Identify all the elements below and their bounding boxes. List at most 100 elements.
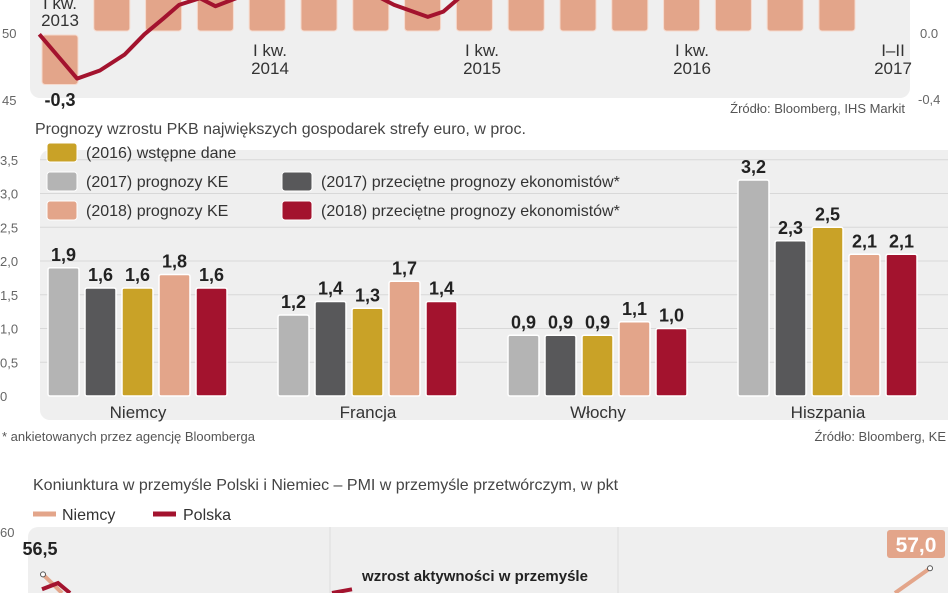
bar-value-label: 1,4 xyxy=(429,279,454,299)
left-tick-50: 50 xyxy=(2,26,16,41)
legend-swatch xyxy=(46,200,78,221)
category-label: Francja xyxy=(340,403,397,422)
bar-red xyxy=(195,287,228,397)
bar-value-label: 1,6 xyxy=(125,265,150,285)
top-bar xyxy=(611,0,649,32)
bar-value-label: 1,6 xyxy=(199,265,224,285)
top-bar xyxy=(507,0,545,32)
top-bar xyxy=(93,0,131,32)
right-tick-0: 0.0 xyxy=(920,26,938,41)
data-point xyxy=(927,565,933,572)
bar-red xyxy=(425,300,458,397)
bar-value-label: 1,8 xyxy=(162,252,187,272)
bar-value-label: 1,9 xyxy=(51,245,76,265)
bar-dark xyxy=(314,300,347,397)
y-tick-label: 2,0 xyxy=(0,254,18,269)
polska-line xyxy=(331,587,353,593)
legend-swatch xyxy=(46,171,78,192)
legend-label: (2018) przeciętne prognozy ekonomistów* xyxy=(321,203,620,220)
y-tick-label: 0 xyxy=(0,389,7,404)
bar-gray xyxy=(737,179,770,397)
legend-label: (2016) wstępne dane xyxy=(86,145,236,162)
pmi-annotation: wzrost aktywności w przemyśle xyxy=(361,568,588,585)
legend-swatch xyxy=(46,142,78,163)
bar-value-label: 1,7 xyxy=(392,258,417,278)
bar-gray xyxy=(507,334,540,397)
x-tick-label: 2017 xyxy=(874,59,912,78)
bar-salmon xyxy=(158,273,191,397)
bar-gray xyxy=(277,314,310,397)
x-tick-label: 2013 xyxy=(41,11,79,30)
gdp-title: Prognozy wzrostu PKB największych gospod… xyxy=(35,121,526,138)
x-tick-label: 2015 xyxy=(463,59,501,78)
y-tick-label: 1,0 xyxy=(0,322,18,337)
bar-value-label: 1,4 xyxy=(318,279,343,299)
bar-value-label: 0,9 xyxy=(511,312,536,332)
x-tick-label: I kw. xyxy=(465,41,499,60)
bar-salmon xyxy=(848,253,881,397)
legend-label: (2017) prognozy KE xyxy=(86,174,228,191)
top-bar xyxy=(766,0,804,32)
bar-gold xyxy=(351,307,384,397)
bar-value-label: 1,3 xyxy=(355,285,380,305)
legend-swatch xyxy=(281,200,313,221)
bar-value-label: 1,0 xyxy=(659,306,684,326)
y-tick-label: 0,5 xyxy=(0,355,18,370)
niemcy-line xyxy=(893,566,932,593)
bar-value-label: 1,6 xyxy=(88,265,113,285)
pmi-title: Koniunktura w przemyśle Polski i Niemiec… xyxy=(33,477,619,494)
top-bar xyxy=(352,0,390,32)
top-bar xyxy=(559,0,597,32)
legend-label: (2017) przeciętne prognozy ekonomistów* xyxy=(321,174,620,191)
gdp-chart: Prognozy wzrostu PKB największych gospod… xyxy=(0,121,948,444)
bar-salmon xyxy=(618,321,651,397)
legend-swatch xyxy=(281,171,313,192)
bar-value-label: 0,9 xyxy=(548,312,573,332)
bar-salmon xyxy=(388,280,421,397)
bar-gold xyxy=(121,287,154,397)
top-bar xyxy=(714,0,752,32)
y-tick-label: 2,5 xyxy=(0,220,18,235)
bar-gold xyxy=(581,334,614,397)
x-tick-label: I kw. xyxy=(675,41,709,60)
x-tick-label: I kw. xyxy=(43,0,77,13)
y-tick-label: 3,0 xyxy=(0,187,18,202)
pmi-last-label: 57,0 xyxy=(896,534,937,557)
gdp-source: Źródło: Bloomberg, KE xyxy=(814,429,946,444)
category-label: Hiszpania xyxy=(791,403,866,422)
bar-value-label: 3,2 xyxy=(741,157,766,177)
right-tick-neg04: -0,4 xyxy=(918,92,940,107)
top-bar xyxy=(455,0,493,32)
bar-red xyxy=(885,253,918,397)
pmi-panel xyxy=(28,527,948,593)
polska-pmi-line xyxy=(37,0,460,81)
bar-label-first: -0,3 xyxy=(44,90,75,110)
bar-value-label: 2,1 xyxy=(852,231,877,251)
bar-gray xyxy=(47,267,80,397)
legend-niemcy: Niemcy xyxy=(62,507,115,524)
legend-polska: Polska xyxy=(183,507,231,524)
top-bar xyxy=(196,0,234,32)
bar-red xyxy=(655,327,688,397)
bar-dark xyxy=(84,287,117,397)
pmi-last-label-box xyxy=(887,530,945,558)
top-bar xyxy=(248,0,286,32)
pmi-first-label: 56,5 xyxy=(22,539,57,559)
left-tick-45: 45 xyxy=(2,93,16,108)
gdp-panel xyxy=(40,150,948,420)
footnote: * ankietowanych przez agencję Bloomberga xyxy=(2,429,256,444)
x-tick-label: 2016 xyxy=(673,59,711,78)
x-tick-label: I kw. xyxy=(253,41,287,60)
data-point xyxy=(40,571,46,578)
bar-value-label: 2,5 xyxy=(815,204,840,224)
y-tick-label: 1,5 xyxy=(0,288,18,303)
top-bar xyxy=(300,0,338,32)
bar-value-label: 1,2 xyxy=(281,292,306,312)
x-tick-label: 2014 xyxy=(251,59,289,78)
y-tick-label: 3,5 xyxy=(0,153,18,168)
top-bar xyxy=(818,0,856,32)
bar-dark xyxy=(774,240,807,397)
top-bar xyxy=(663,0,701,32)
